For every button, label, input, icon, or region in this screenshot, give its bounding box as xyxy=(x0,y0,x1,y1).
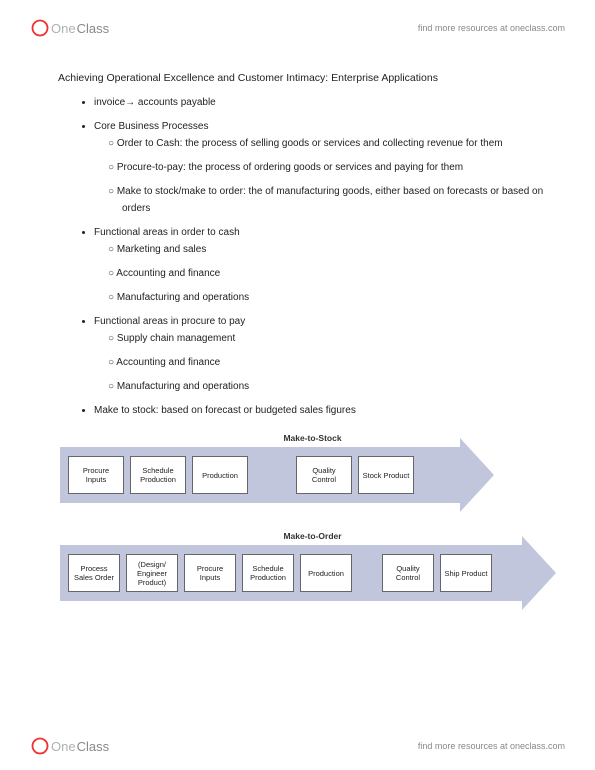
logo-text-class: Class xyxy=(77,21,110,36)
page-footer: OneClass find more resources at oneclass… xyxy=(30,736,565,756)
sub-list: Order to Cash: the process of selling go… xyxy=(122,135,565,217)
list-item: Core Business Processes Order to Cash: t… xyxy=(94,118,565,217)
list-item: Functional areas in order to cash Market… xyxy=(94,224,565,306)
list-item: invoice→ accounts payable xyxy=(94,94,565,111)
list-item: Marketing and sales xyxy=(122,241,565,258)
process-box: (Design/ Engineer Product) xyxy=(126,554,178,592)
list-item: Manufacturing and operations xyxy=(122,289,565,306)
sub-list: Marketing and sales Accounting and finan… xyxy=(122,241,565,306)
arrow-wrap: Process Sales Order(Design/ Engineer Pro… xyxy=(60,545,565,601)
process-box: Schedule Production xyxy=(242,554,294,592)
process-box: Ship Product xyxy=(440,554,492,592)
logo-text-one: One xyxy=(51,21,76,36)
arrow-wrap: Procure InputsSchedule ProductionProduct… xyxy=(60,447,565,503)
document-body: Achieving Operational Excellence and Cus… xyxy=(30,72,565,601)
footer-link[interactable]: find more resources at oneclass.com xyxy=(418,741,565,751)
process-box: Production xyxy=(300,554,352,592)
list-item: Make to stock/make to order: the of manu… xyxy=(122,183,565,217)
list-item: Order to Cash: the process of selling go… xyxy=(122,135,565,152)
make-to-order-diagram: Make-to-Order Process Sales Order(Design… xyxy=(60,531,565,601)
list-item: Functional areas in procure to pay Suppl… xyxy=(94,313,565,395)
header-link[interactable]: find more resources at oneclass.com xyxy=(418,23,565,33)
list-item-label: Core Business Processes xyxy=(94,121,209,132)
arrow-body: Process Sales Order(Design/ Engineer Pro… xyxy=(60,545,522,601)
list-item: Procure-to-pay: the process of ordering … xyxy=(122,159,565,176)
logo-text-one: One xyxy=(51,739,76,754)
page-title: Achieving Operational Excellence and Cus… xyxy=(30,72,565,84)
diagrams-container: Make-to-Stock Procure InputsSchedule Pro… xyxy=(30,433,565,601)
logo-text-class: Class xyxy=(77,739,110,754)
main-list: invoice→ accounts payable Core Business … xyxy=(94,94,565,419)
process-box: Procure Inputs xyxy=(184,554,236,592)
list-item: Accounting and finance xyxy=(122,265,565,282)
process-box: Procure Inputs xyxy=(68,456,124,494)
list-item: Manufacturing and operations xyxy=(122,378,565,395)
process-box: Production xyxy=(192,456,248,494)
list-item: Accounting and finance xyxy=(122,354,565,371)
sub-list: Supply chain management Accounting and f… xyxy=(122,330,565,395)
list-item-label: Functional areas in order to cash xyxy=(94,227,240,238)
diagram-title: Make-to-Order xyxy=(60,531,565,541)
process-box: Quality Control xyxy=(382,554,434,592)
make-to-stock-diagram: Make-to-Stock Procure InputsSchedule Pro… xyxy=(60,433,565,503)
arrow-head-icon xyxy=(522,536,556,610)
list-item-label: Functional areas in procure to pay xyxy=(94,316,245,327)
logo-icon xyxy=(30,736,50,756)
logo: OneClass xyxy=(30,18,109,38)
arrow-head-icon xyxy=(460,438,494,512)
process-box: Stock Product xyxy=(358,456,414,494)
list-item: Make to stock: based on forecast or budg… xyxy=(94,402,565,419)
page-header: OneClass find more resources at oneclass… xyxy=(30,18,565,38)
logo: OneClass xyxy=(30,736,109,756)
process-box: Process Sales Order xyxy=(68,554,120,592)
process-box: Quality Control xyxy=(296,456,352,494)
arrow-body: Procure InputsSchedule ProductionProduct… xyxy=(60,447,460,503)
list-item: Supply chain management xyxy=(122,330,565,347)
logo-icon xyxy=(30,18,50,38)
process-box: Schedule Production xyxy=(130,456,186,494)
